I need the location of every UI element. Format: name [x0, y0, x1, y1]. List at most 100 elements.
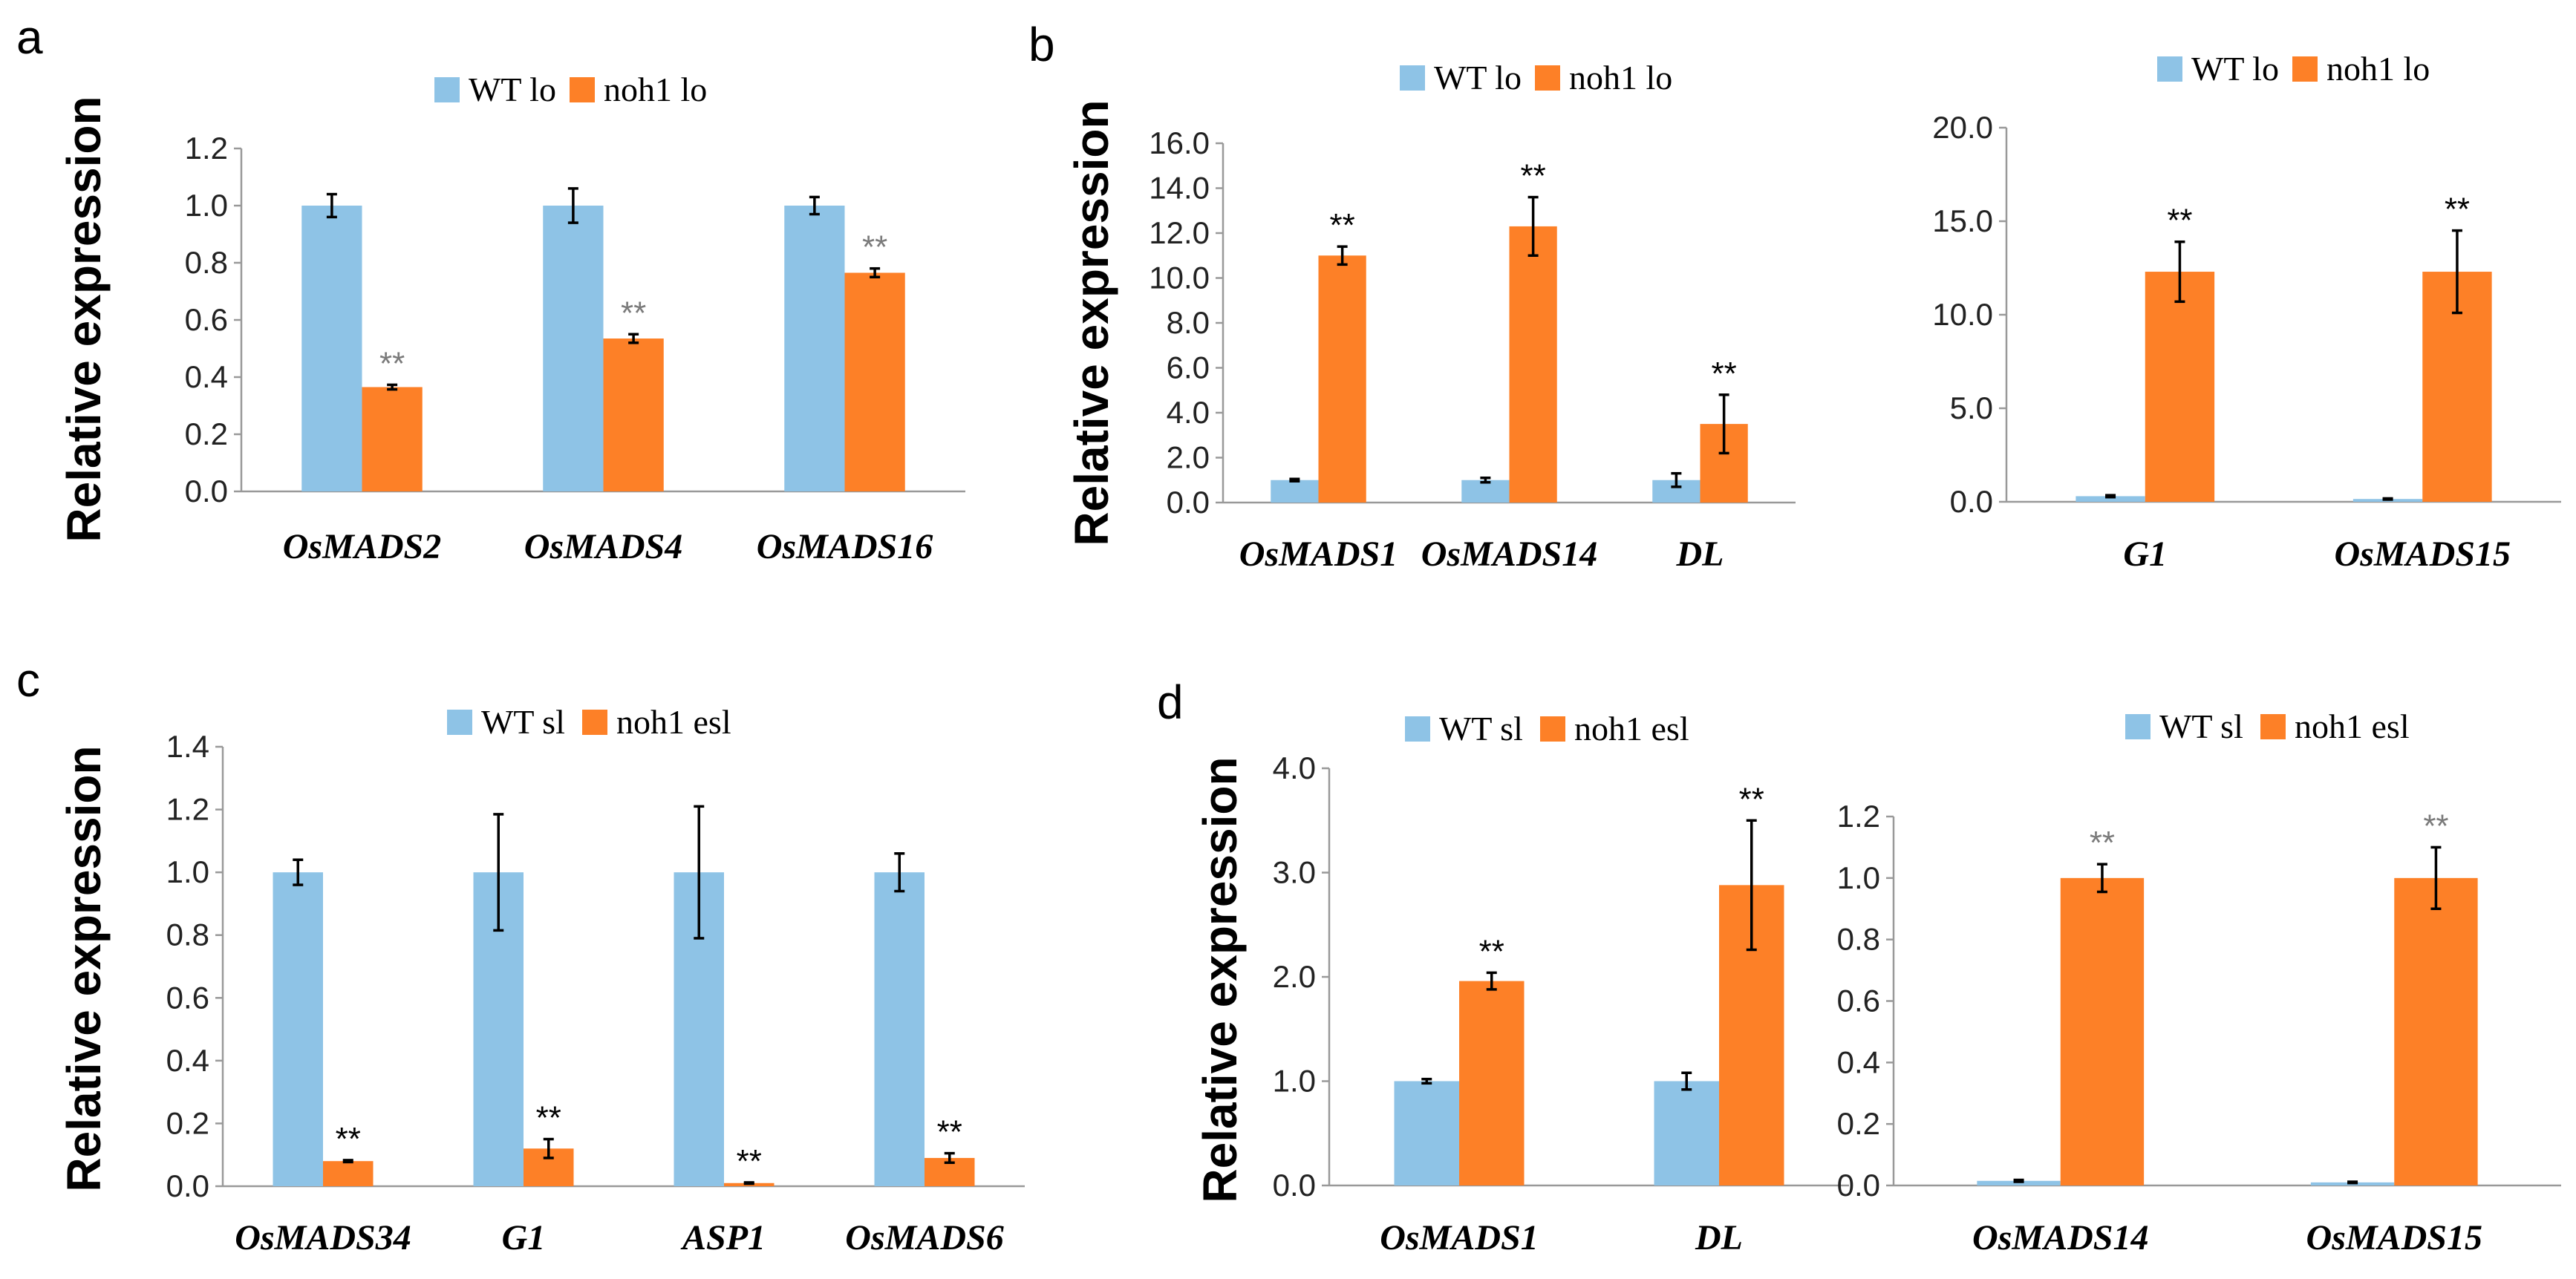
- y-tick-label: 0.0: [1950, 484, 1993, 519]
- y-tick-label: 0.0: [1837, 1168, 1880, 1203]
- bar-mutant: [844, 272, 905, 491]
- y-tick-label: 0.6: [185, 302, 228, 337]
- bar-mutant: [1509, 226, 1557, 503]
- chart-d2: 0.0 0.2 0.4 0.6 0.8 1.0 1.2 WT sl noh1 esl ** OsMA…: [1837, 707, 2561, 1257]
- category-label: OsMADS34: [235, 1218, 411, 1257]
- legend-label: noh1 esl: [1574, 710, 1689, 748]
- legend-label: noh1 esl: [2295, 707, 2410, 745]
- legend-swatch: [582, 710, 607, 735]
- y-tick-label: 6.0: [1167, 350, 1210, 385]
- legend-swatch: [2157, 56, 2182, 82]
- y-axis-label: Relative expression: [1065, 99, 1118, 546]
- bar-mutant: [2060, 877, 2145, 1185]
- legend-label: WT lo: [1434, 59, 1522, 97]
- y-tick-label: 1.4: [166, 729, 209, 764]
- y-tick-label: 0.6: [1837, 984, 1880, 1018]
- legend-swatch: [1540, 716, 1565, 742]
- category-label: DL: [1676, 534, 1724, 574]
- y-tick-label: 5.0: [1950, 390, 1993, 425]
- bar-wt: [784, 206, 845, 491]
- y-tick-label: 10.0: [1932, 297, 1993, 332]
- bar-wt: [1654, 1081, 1719, 1185]
- legend-swatch: [1400, 65, 1425, 91]
- legend-label: WT lo: [2191, 50, 2279, 88]
- significance-mark: **: [937, 1114, 962, 1151]
- bar-wt: [874, 872, 925, 1186]
- legend-swatch: [434, 77, 460, 102]
- y-tick-label: 1.0: [1273, 1064, 1316, 1099]
- significance-mark: **: [1330, 207, 1355, 243]
- significance-mark: **: [2423, 808, 2448, 844]
- y-tick-label: 4.0: [1167, 395, 1210, 430]
- y-tick-label: 0.8: [166, 917, 209, 952]
- y-tick-label: 1.0: [185, 188, 228, 223]
- y-tick-label: 0.0: [185, 474, 228, 508]
- legend-swatch: [2260, 714, 2286, 739]
- y-tick-label: 0.4: [1837, 1044, 1880, 1079]
- bar-mutant: [1459, 981, 1525, 1185]
- y-tick-label: 0.8: [1837, 922, 1880, 957]
- significance-mark: **: [621, 295, 646, 331]
- bar-wt: [543, 206, 604, 491]
- y-tick-label: 1.0: [1837, 860, 1880, 895]
- category-label: G1: [2123, 534, 2167, 574]
- legend: WT sl noh1 esl: [2125, 707, 2410, 745]
- bar-wt: [273, 872, 323, 1186]
- y-tick-label: 0.2: [185, 416, 228, 451]
- legend-swatch: [1405, 716, 1430, 742]
- y-tick-label: 12.0: [1149, 215, 1210, 250]
- y-tick-label: 1.2: [185, 131, 228, 166]
- y-tick-label: 20.0: [1932, 110, 1993, 145]
- bar-wt: [1461, 480, 1510, 503]
- panel-letter-b: b: [1028, 18, 1055, 71]
- legend-swatch: [447, 710, 472, 735]
- y-tick-label: 0.8: [185, 245, 228, 280]
- significance-mark: **: [1712, 356, 1737, 392]
- y-tick-label: 3.0: [1273, 855, 1316, 890]
- category-label: OsMADS1: [1239, 534, 1398, 574]
- bar-mutant: [362, 387, 423, 491]
- y-tick-label: 0.2: [1837, 1106, 1880, 1141]
- y-tick-label: 1.2: [1837, 799, 1880, 834]
- legend: WT lo noh1 lo: [1400, 59, 1672, 97]
- category-label: ASP1: [680, 1218, 766, 1257]
- significance-mark: **: [862, 229, 887, 266]
- bar-mutant: [323, 1161, 374, 1186]
- category-label: OsMADS16: [757, 527, 933, 566]
- legend-label: WT sl: [1439, 710, 1523, 748]
- y-tick-label: 0.0: [1273, 1168, 1316, 1203]
- significance-mark: **: [536, 1100, 561, 1136]
- chart-a: 0.0 0.2 0.4 0.6 0.8 1.0 1.2 Relative expression…: [57, 71, 965, 566]
- y-tick-label: 10.0: [1149, 261, 1210, 295]
- legend-label: WT sl: [481, 703, 565, 741]
- legend: WT lo noh1 lo: [434, 71, 707, 108]
- legend: WT lo noh1 lo: [2157, 50, 2430, 88]
- chart-c: 0.0 0.2 0.4 0.6 0.8 1.0 1.2 1.4 Relative express…: [57, 703, 1025, 1257]
- y-tick-label: 15.0: [1932, 203, 1993, 238]
- y-tick-label: 0.0: [1167, 485, 1210, 520]
- significance-mark: **: [1739, 781, 1764, 817]
- category-label: DL: [1695, 1218, 1743, 1257]
- y-tick-label: 0.0: [166, 1168, 209, 1203]
- legend-swatch: [2125, 714, 2151, 739]
- category-label: OsMADS14: [1972, 1218, 2148, 1257]
- significance-mark: **: [336, 1121, 361, 1157]
- panel-letter-d: d: [1157, 676, 1184, 729]
- significance-mark: **: [2167, 203, 2192, 239]
- legend-label: noh1 lo: [604, 71, 707, 108]
- category-label: OsMADS2: [283, 527, 441, 566]
- chart-d1: 0.0 1.0 2.0 3.0 4.0 Relative expression WT sl n…: [1193, 710, 1849, 1257]
- category-label: OsMADS1: [1380, 1218, 1538, 1257]
- bar-mutant: [603, 338, 664, 491]
- category-label: OsMADS14: [1421, 534, 1597, 574]
- y-axis-label: Relative expression: [1193, 756, 1247, 1203]
- category-label: OsMADS6: [845, 1218, 1003, 1257]
- bar-wt: [1271, 480, 1319, 503]
- y-tick-label: 14.0: [1149, 171, 1210, 206]
- panel-letter-c: c: [16, 653, 40, 707]
- chart-b2: 0.0 5.0 10.0 15.0 20.0 WT lo noh1 lo ** G1 ** OsMA…: [1932, 50, 2561, 574]
- y-tick-label: 8.0: [1167, 305, 1210, 340]
- bar-mutant: [2394, 877, 2478, 1185]
- y-tick-label: 0.4: [166, 1043, 209, 1078]
- y-tick-label: 16.0: [1149, 125, 1210, 160]
